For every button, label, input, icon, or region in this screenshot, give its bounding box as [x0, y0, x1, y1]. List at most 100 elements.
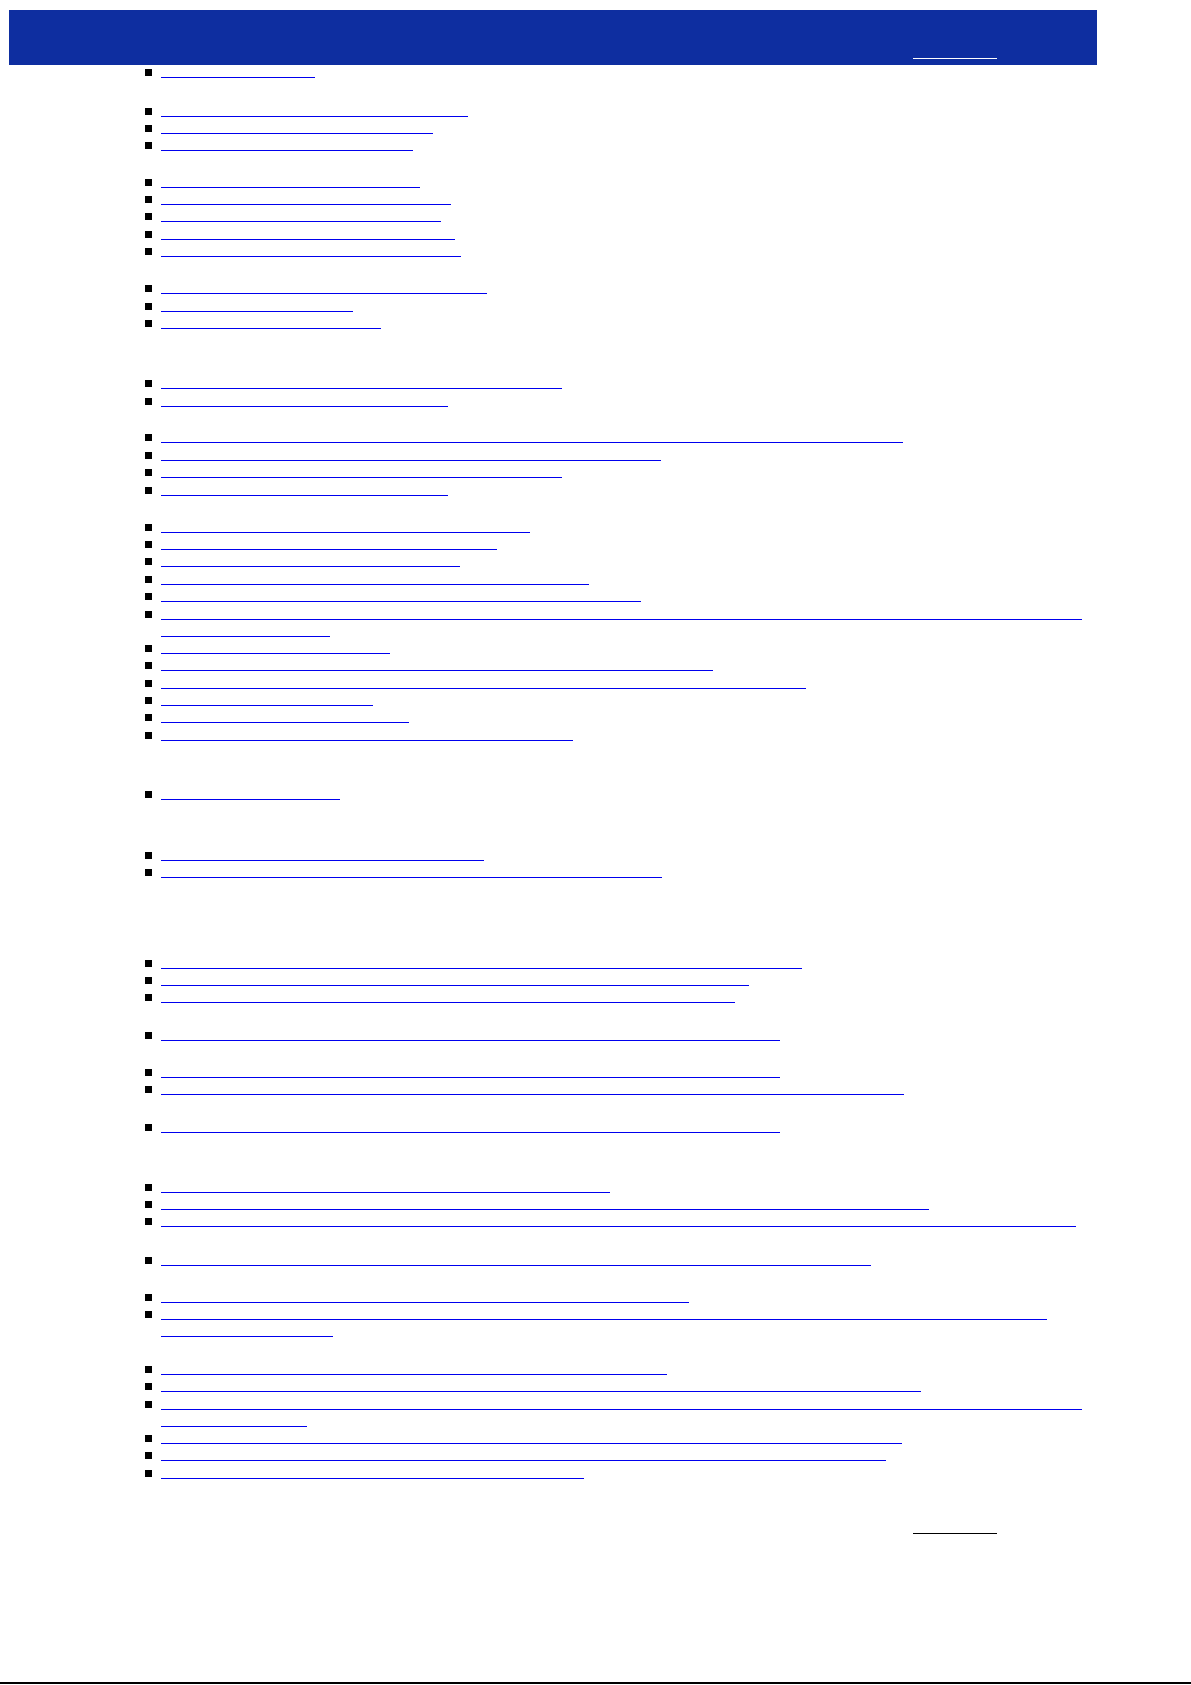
toc-link[interactable] — [161, 120, 433, 134]
bullet-icon — [145, 1435, 152, 1442]
toc-link[interactable] — [161, 298, 353, 312]
toc-link[interactable] — [161, 727, 573, 741]
bullet-icon — [145, 108, 152, 115]
bullet-icon — [145, 452, 152, 459]
toc-link[interactable] — [161, 137, 413, 151]
toc-link[interactable] — [161, 1289, 689, 1303]
toc-link[interactable] — [161, 692, 373, 706]
header-link[interactable] — [913, 46, 997, 59]
toc-link[interactable] — [161, 1252, 871, 1266]
bullet-icon — [145, 960, 152, 967]
bullet-icon — [145, 680, 152, 687]
bullet-icon — [145, 697, 152, 704]
bullet-icon — [145, 1124, 152, 1131]
bullet-icon — [145, 231, 152, 238]
bottom-divider — [0, 1682, 1191, 1684]
toc-link[interactable] — [161, 1413, 307, 1427]
bullet-icon — [145, 1452, 152, 1459]
bullet-icon — [145, 1383, 152, 1390]
bullet-icon — [145, 593, 152, 600]
toc-link[interactable] — [161, 1323, 333, 1337]
toc-link[interactable] — [161, 1378, 921, 1392]
toc-link[interactable] — [161, 280, 487, 294]
toc-link[interactable] — [161, 64, 315, 78]
back-to-top-link[interactable] — [913, 1520, 997, 1534]
bullet-icon — [145, 576, 152, 583]
bullet-icon — [145, 142, 152, 149]
toc-link[interactable] — [161, 847, 484, 861]
bullet-icon — [145, 1069, 152, 1076]
bullet-icon — [145, 977, 152, 984]
bullet-icon — [145, 469, 152, 476]
page-header — [9, 10, 1097, 65]
toc-link[interactable] — [161, 429, 903, 443]
bullet-icon — [145, 852, 152, 859]
toc-link[interactable] — [161, 1027, 780, 1041]
bullet-icon — [145, 1218, 152, 1225]
bullet-icon — [145, 179, 152, 186]
toc-link[interactable] — [161, 989, 735, 1003]
bullet-icon — [145, 994, 152, 1001]
toc-link[interactable] — [161, 375, 562, 389]
bullet-icon — [145, 196, 152, 203]
toc-link[interactable] — [161, 955, 802, 969]
toc-link[interactable] — [161, 588, 641, 602]
toc-link[interactable] — [161, 243, 461, 257]
toc-link[interactable] — [161, 1196, 929, 1210]
toc-link[interactable] — [161, 675, 806, 689]
bullet-icon — [145, 320, 152, 327]
bullet-icon — [145, 1184, 152, 1191]
toc-link[interactable] — [161, 393, 448, 407]
bullet-icon — [145, 487, 152, 494]
toc-link[interactable] — [161, 1396, 1082, 1410]
toc-link[interactable] — [161, 606, 1082, 620]
toc-link[interactable] — [161, 191, 451, 205]
bullet-icon — [145, 1257, 152, 1264]
bullet-icon — [145, 541, 152, 548]
toc-link[interactable] — [161, 623, 330, 637]
toc-link[interactable] — [161, 208, 441, 222]
toc-link[interactable] — [161, 1119, 780, 1133]
toc-link[interactable] — [161, 1179, 610, 1193]
toc-link[interactable] — [161, 536, 497, 550]
toc-link[interactable] — [161, 1361, 667, 1375]
toc-link[interactable] — [161, 315, 381, 329]
toc-link[interactable] — [161, 709, 409, 723]
toc-link[interactable] — [161, 571, 589, 585]
bullet-icon — [145, 1366, 152, 1373]
bullet-icon — [145, 662, 152, 669]
toc-link[interactable] — [161, 226, 455, 240]
bullet-icon — [145, 303, 152, 310]
toc-link[interactable] — [161, 1447, 886, 1461]
toc-link[interactable] — [161, 1213, 1076, 1227]
toc-link[interactable] — [161, 972, 749, 986]
bullet-icon — [145, 714, 152, 721]
bullet-icon — [145, 1086, 152, 1093]
bullet-icon — [145, 125, 152, 132]
bullet-icon — [145, 869, 152, 876]
bullet-icon — [145, 791, 152, 798]
toc-link[interactable] — [161, 103, 468, 117]
bullet-icon — [145, 69, 152, 76]
toc-link[interactable] — [161, 519, 530, 533]
toc-link[interactable] — [161, 553, 460, 567]
toc-link[interactable] — [161, 864, 662, 878]
toc-link[interactable] — [161, 1430, 902, 1444]
bullet-icon — [145, 1032, 152, 1039]
bullet-icon — [145, 732, 152, 739]
toc-link[interactable] — [161, 786, 340, 800]
toc-link[interactable] — [161, 657, 713, 671]
toc-link[interactable] — [161, 640, 390, 654]
bullet-icon — [145, 1311, 152, 1318]
toc-link[interactable] — [161, 464, 562, 478]
bullet-icon — [145, 1201, 152, 1208]
bullet-icon — [145, 285, 152, 292]
toc-link[interactable] — [161, 482, 448, 496]
toc-link[interactable] — [161, 1465, 584, 1479]
bullet-icon — [145, 1401, 152, 1408]
toc-link[interactable] — [161, 447, 661, 461]
toc-link[interactable] — [161, 1081, 904, 1095]
toc-link[interactable] — [161, 174, 420, 188]
toc-link[interactable] — [161, 1306, 1047, 1320]
toc-link[interactable] — [161, 1064, 780, 1078]
